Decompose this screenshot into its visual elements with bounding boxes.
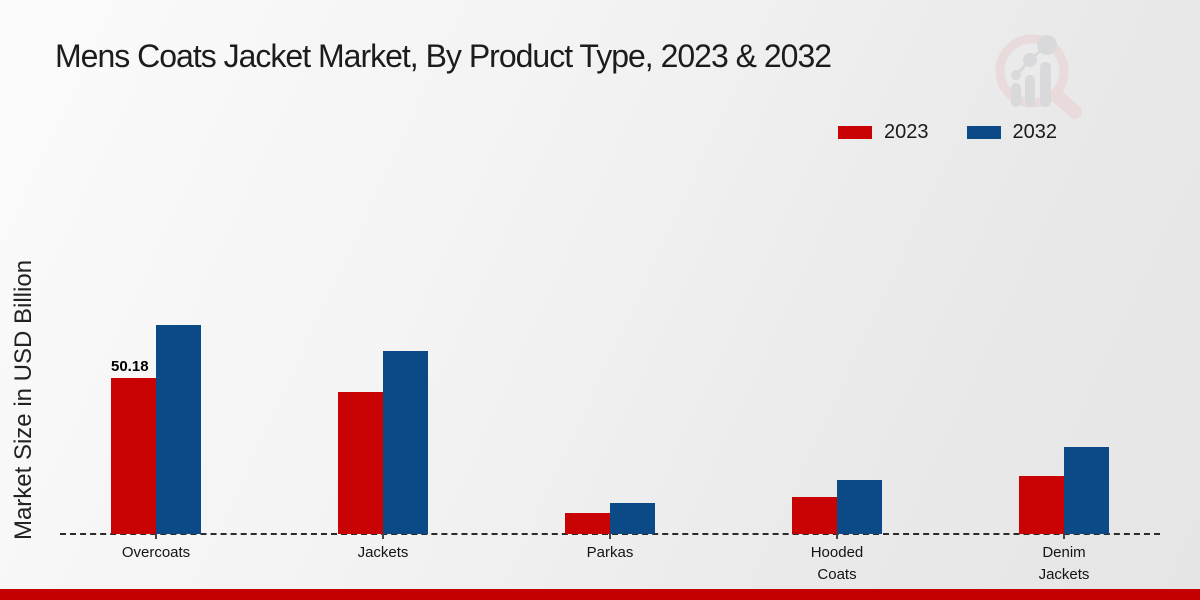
legend-item-2032: 2032 bbox=[966, 121, 1058, 144]
bar-chart-icon bbox=[1011, 83, 1021, 107]
bar-2032-denim-jackets bbox=[1064, 447, 1109, 534]
x-axis-tick bbox=[1063, 534, 1065, 539]
bar-2023-jackets bbox=[338, 392, 383, 534]
bar-chart-icon bbox=[1040, 62, 1051, 107]
legend-item-2023: 2023 bbox=[838, 121, 929, 144]
category-label-jackets: Jackets bbox=[357, 544, 409, 561]
magnifier-handle-icon bbox=[1049, 88, 1082, 119]
trend-dot-icon bbox=[1023, 53, 1037, 67]
bar-2032-parkas bbox=[610, 503, 655, 534]
bar-2032-overcoats bbox=[156, 325, 201, 534]
x-axis-tick bbox=[609, 534, 611, 539]
legend-label-2023: 2023 bbox=[884, 121, 929, 143]
bar-2023-overcoats bbox=[111, 378, 156, 534]
category-label-hooded-coats: Hooded Coats bbox=[810, 544, 864, 583]
bar-2023-parkas bbox=[565, 513, 610, 534]
x-axis-tick bbox=[155, 534, 157, 539]
trend-dot-icon bbox=[1037, 35, 1057, 55]
bar-chart-icon bbox=[1025, 75, 1035, 107]
legend: 2023 2032 bbox=[838, 121, 1057, 144]
bar-2023-hooded-coats bbox=[792, 497, 837, 534]
bar-2032-hooded-coats bbox=[837, 480, 882, 534]
bar-2023-denim-jackets bbox=[1019, 476, 1064, 534]
y-axis-label: Market Size in USD Billion bbox=[10, 259, 37, 541]
x-axis-tick bbox=[836, 534, 838, 539]
legend-label-2032: 2032 bbox=[1012, 121, 1058, 143]
legend-swatch-2023 bbox=[838, 126, 872, 139]
bar-value-label: 50.18 bbox=[111, 358, 149, 375]
market-research-future-watermark-logo bbox=[995, 34, 1082, 119]
bar-2032-jackets bbox=[383, 351, 428, 534]
footer-accent-bar bbox=[0, 589, 1200, 600]
x-axis-tick bbox=[382, 534, 384, 539]
trend-dot-icon bbox=[1011, 70, 1021, 80]
legend-swatch-2032 bbox=[966, 126, 1001, 139]
category-label-denim-jackets: Denim Jackets bbox=[1038, 544, 1090, 583]
category-label-overcoats: Overcoats bbox=[121, 544, 191, 561]
chart-title: Mens Coats Jacket Market, By Product Typ… bbox=[55, 38, 832, 74]
category-label-parkas: Parkas bbox=[586, 544, 634, 561]
